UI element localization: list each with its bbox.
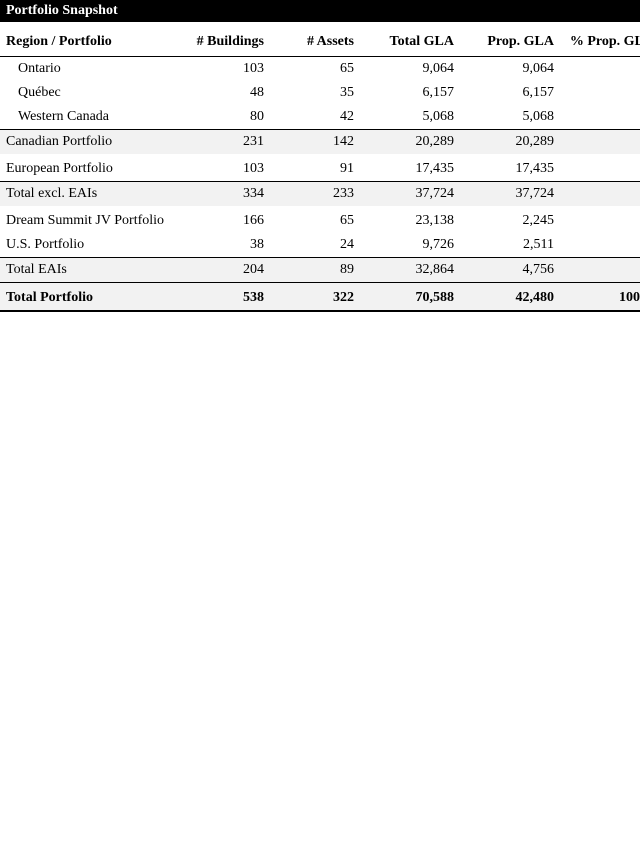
- row-value: 2,245: [460, 206, 560, 233]
- row-value: 6,157: [460, 81, 560, 105]
- row-value: 100%: [560, 283, 640, 312]
- row-value: 20,289: [460, 130, 560, 155]
- col-header: % Prop. GLA: [560, 22, 640, 57]
- title-bar: Portfolio Snapshot: [0, 0, 640, 22]
- col-header: Total GLA: [360, 22, 460, 57]
- row-value: 21: [560, 57, 640, 82]
- table-row: Total Portfolio53832270,58842,480100%: [0, 283, 640, 312]
- table-row: Ontario103659,0649,06421: [0, 57, 640, 82]
- row-value: 233: [270, 182, 360, 207]
- row-label: U.S. Portfolio: [0, 233, 175, 258]
- row-value: 5,068: [460, 105, 560, 130]
- row-value: 9,726: [360, 233, 460, 258]
- table-row: Total EAIs2048932,8644,75611: [0, 258, 640, 283]
- row-value: 20,289: [360, 130, 460, 155]
- row-value: 142: [270, 130, 360, 155]
- row-value: 204: [175, 258, 270, 283]
- row-value: 166: [175, 206, 270, 233]
- row-label: Total EAIs: [0, 258, 175, 283]
- row-value: 89: [560, 182, 640, 207]
- row-value: 14: [560, 81, 640, 105]
- table-row: Québec48356,1576,15714: [0, 81, 640, 105]
- row-value: 37,724: [360, 182, 460, 207]
- table-row: U.S. Portfolio38249,7262,5116: [0, 233, 640, 258]
- row-value: 65: [270, 206, 360, 233]
- row-value: 48: [560, 130, 640, 155]
- col-header: Region / Portfolio: [0, 22, 175, 57]
- row-value: 32,864: [360, 258, 460, 283]
- table-body: Ontario103659,0649,06421Québec48356,1576…: [0, 57, 640, 312]
- row-value: 23,138: [360, 206, 460, 233]
- row-value: 2,511: [460, 233, 560, 258]
- table-row: European Portfolio1039117,43517,43541: [0, 154, 640, 182]
- row-value: 17,435: [460, 154, 560, 182]
- row-value: 9,064: [360, 57, 460, 82]
- row-label: Québec: [0, 81, 175, 105]
- row-value: 35: [270, 81, 360, 105]
- row-label: Dream Summit JV Portfolio: [0, 206, 175, 233]
- col-header: # Buildings: [175, 22, 270, 57]
- row-value: 89: [270, 258, 360, 283]
- row-value: 38: [175, 233, 270, 258]
- row-value: 103: [175, 57, 270, 82]
- row-value: 12: [560, 105, 640, 130]
- row-value: 41: [560, 154, 640, 182]
- row-value: 334: [175, 182, 270, 207]
- row-value: 70,588: [360, 283, 460, 312]
- row-label: Ontario: [0, 57, 175, 82]
- row-value: 6: [560, 233, 640, 258]
- col-header: Prop. GLA: [460, 22, 560, 57]
- table-header: Region / Portfolio # Buildings # Assets …: [0, 22, 640, 57]
- row-value: 5: [560, 206, 640, 233]
- row-value: 11: [560, 258, 640, 283]
- row-label: Total Portfolio: [0, 283, 175, 312]
- row-value: 37,724: [460, 182, 560, 207]
- table-row: Western Canada80425,0685,06812: [0, 105, 640, 130]
- row-value: 42: [270, 105, 360, 130]
- row-value: 322: [270, 283, 360, 312]
- row-value: 231: [175, 130, 270, 155]
- row-label: Western Canada: [0, 105, 175, 130]
- row-label: European Portfolio: [0, 154, 175, 182]
- row-value: 9,064: [460, 57, 560, 82]
- row-label: Canadian Portfolio: [0, 130, 175, 155]
- row-value: 65: [270, 57, 360, 82]
- row-value: 80: [175, 105, 270, 130]
- row-value: 24: [270, 233, 360, 258]
- table-row: Canadian Portfolio23114220,28920,28948: [0, 130, 640, 155]
- row-value: 538: [175, 283, 270, 312]
- row-value: 6,157: [360, 81, 460, 105]
- row-value: 42,480: [460, 283, 560, 312]
- row-value: 4,756: [460, 258, 560, 283]
- row-value: 103: [175, 154, 270, 182]
- portfolio-table: Region / Portfolio # Buildings # Assets …: [0, 22, 640, 312]
- col-header: # Assets: [270, 22, 360, 57]
- row-label: Total excl. EAIs: [0, 182, 175, 207]
- table-row: Total excl. EAIs33423337,72437,72489: [0, 182, 640, 207]
- title-text: Portfolio Snapshot: [6, 3, 118, 18]
- row-value: 91: [270, 154, 360, 182]
- table-row: Dream Summit JV Portfolio1666523,1382,24…: [0, 206, 640, 233]
- row-value: 48: [175, 81, 270, 105]
- row-value: 5,068: [360, 105, 460, 130]
- row-value: 17,435: [360, 154, 460, 182]
